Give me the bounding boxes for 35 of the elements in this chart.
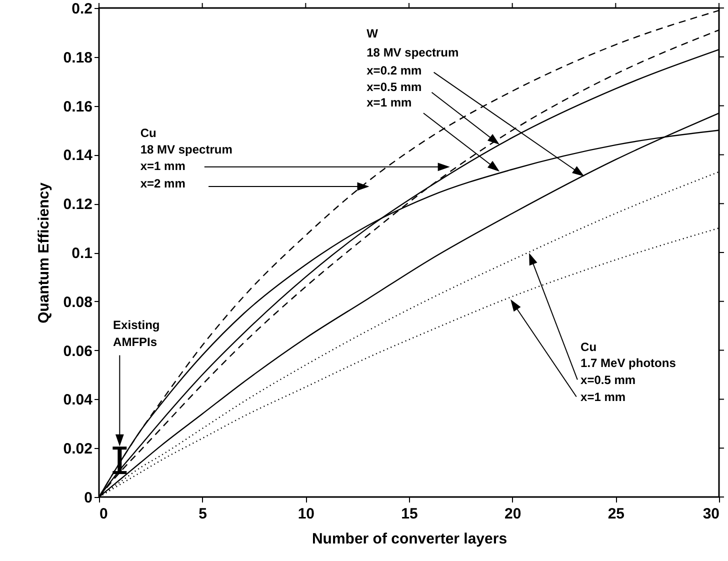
y-tick-label: 0.2 [72,0,92,18]
x-tick-label: 25 [608,506,625,522]
y-tick-label: 0.04 [63,392,94,409]
annotation: x=1 mm [140,159,186,174]
annotation: 1.7 MeV photons [580,356,676,370]
y-tick-label: 0.18 [63,49,92,66]
annotation: Cu [140,126,156,140]
annotation: W [366,26,379,40]
x-tick-label: 10 [298,506,315,522]
y-tick-label: 0.16 [63,98,92,116]
x-tick-label: 5 [198,506,208,522]
y-tick-label: 0 [84,490,92,506]
x-tick-label: 0 [100,506,108,522]
y-tick-label: 0.06 [63,342,92,360]
x-tick-label: 20 [504,506,522,522]
y-tick-label: 0.08 [63,294,92,311]
y-tick-label: 0.02 [63,440,92,458]
annotation: Existing [113,318,160,332]
annotation: x=0.2 mm [366,63,422,78]
annotation: AMFPIs [113,335,158,350]
annotation: x=2 mm [140,176,186,190]
annotation: 18 MV spectrum [366,45,459,60]
y-tick-label: 0.12 [63,196,92,214]
y-tick-label: 0.14 [63,147,94,164]
annotation: Cu [580,340,597,354]
annotation: x=1 mm [366,95,412,110]
x-axis-title: Number of converter layers [312,530,508,548]
annotation: x=0.5 mm [580,373,636,388]
y-tick-label: 0.1 [72,245,92,262]
annotation: 18 MV spectrum [140,142,232,156]
annotation: x=0.5 mm [366,80,422,94]
annotation: x=1 mm [580,390,626,404]
x-tick-label: 30 [702,506,720,522]
x-tick-label: 15 [401,506,418,522]
y-axis-title: Quantum Efficiency [35,182,52,324]
